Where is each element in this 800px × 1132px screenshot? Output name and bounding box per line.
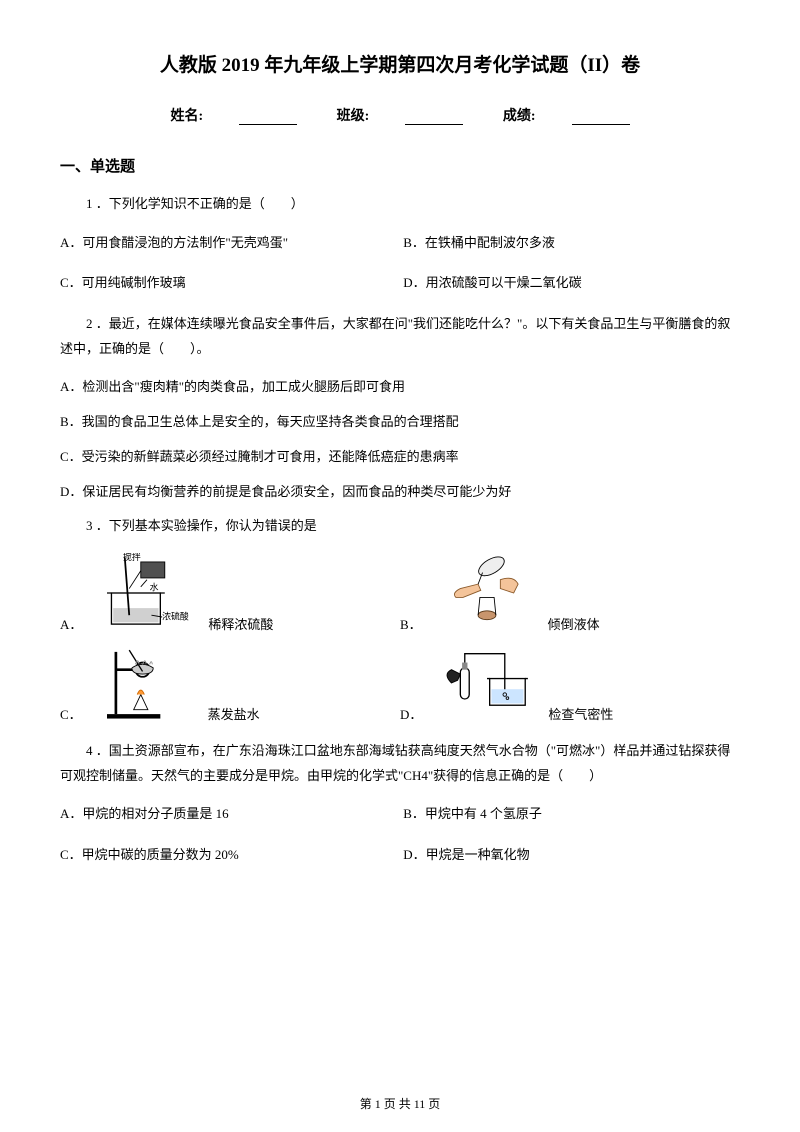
q4-stem: 4 ．国土资源部宣布，在广东沿海珠江口盆地东部海域钻获高纯度天然气水合物（"可燃… bbox=[60, 739, 740, 788]
q4-options-row1: A．甲烷的相对分子质量是 16 B．甲烷中有 4 个氢原子 bbox=[60, 802, 740, 827]
q3-opt-b: B． 倾倒液体 bbox=[400, 553, 700, 633]
q3-c-label: 蒸发盐水 bbox=[208, 704, 260, 723]
acid-label: 浓硫酸 bbox=[163, 611, 190, 622]
score-blank bbox=[572, 111, 630, 125]
q2-stem: 2 ．最近，在媒体连续曝光食品安全事件后，大家都在问"我们还能吃什么？"。以下有… bbox=[60, 312, 740, 361]
student-info: 姓名: 班级: 成绩: bbox=[60, 105, 740, 125]
q3-opt-a: A． 搅拌 水 浓硫酸 稀释浓硫酸 bbox=[60, 553, 360, 633]
class-blank bbox=[405, 111, 463, 125]
water-label: 水 bbox=[150, 581, 159, 592]
q4-options-row2: C．甲烷中碳的质量分数为 20% D．甲烷是一种氧化物 bbox=[60, 843, 740, 868]
name-label: 姓名: bbox=[170, 109, 203, 124]
q3-image-options: A． 搅拌 水 浓硫酸 稀释浓硫酸 B． bbox=[60, 553, 740, 723]
q2-d: D．保证居民有均衡营养的前提是食品必须安全，因而食品的种类尽可能少为好 bbox=[60, 480, 740, 505]
pour-liquid-diagram bbox=[432, 553, 542, 633]
q3-b-label: 倾倒液体 bbox=[548, 614, 600, 633]
q1-c: C．可用纯碱制作玻璃 bbox=[60, 271, 400, 296]
page-title: 人教版 2019 年九年级上学期第四次月考化学试题（II）卷 bbox=[60, 50, 740, 77]
q4-a: A．甲烷的相对分子质量是 16 bbox=[60, 802, 400, 827]
q1-b: B．在铁桶中配制波尔多液 bbox=[403, 231, 555, 256]
score-label: 成绩: bbox=[503, 109, 536, 124]
q3-opt-d: D． 检查气密性 bbox=[400, 643, 700, 723]
dilute-acid-diagram: 搅拌 水 浓硫酸 bbox=[92, 553, 202, 633]
q3-opt-c: C． 蒸发盐水 bbox=[60, 643, 360, 723]
q3-a-label: 稀释浓硫酸 bbox=[208, 614, 273, 633]
q1-stem: 1 ．下列化学知识不正确的是（ ） bbox=[60, 192, 740, 217]
q3-stem: 3 ．下列基本实验操作，你认为错误的是 bbox=[60, 514, 740, 539]
q3-b-letter: B． bbox=[400, 614, 422, 633]
q1-a: A．可用食醋浸泡的方法制作"无壳鸡蛋" bbox=[60, 231, 400, 256]
q3-d-letter: D． bbox=[400, 704, 422, 723]
q2-a: A．检测出含"瘦肉精"的肉类食品，加工成火腿肠后即可食用 bbox=[60, 375, 740, 400]
q1-options-row2: C．可用纯碱制作玻璃 D．用浓硫酸可以干燥二氧化碳 bbox=[60, 271, 740, 296]
airtight-diagram bbox=[432, 643, 542, 723]
q2-b: B．我国的食品卫生总体上是安全的，每天应坚持各类食品的合理搭配 bbox=[60, 410, 740, 435]
class-label: 班级: bbox=[337, 109, 370, 124]
q3-d-label: 检查气密性 bbox=[548, 704, 613, 723]
section-header: 一、单选题 bbox=[60, 155, 740, 176]
q1-d: D．用浓硫酸可以干燥二氧化碳 bbox=[403, 271, 581, 296]
q4-b: B．甲烷中有 4 个氢原子 bbox=[403, 802, 542, 827]
q2-c: C．受污染的新鲜蔬菜必须经过腌制才可食用，还能降低癌症的患病率 bbox=[60, 445, 740, 470]
q1-options-row1: A．可用食醋浸泡的方法制作"无壳鸡蛋" B．在铁桶中配制波尔多液 bbox=[60, 231, 740, 256]
q3-a-letter: A． bbox=[60, 614, 82, 633]
q4-c: C．甲烷中碳的质量分数为 20% bbox=[60, 843, 400, 868]
page-footer: 第 1 页 共 11 页 bbox=[0, 1095, 800, 1112]
stir-label: 搅拌 bbox=[123, 553, 141, 562]
q3-c-letter: C． bbox=[60, 704, 82, 723]
q4-d: D．甲烷是一种氧化物 bbox=[403, 843, 529, 868]
name-blank bbox=[239, 111, 297, 125]
q2-options: A．检测出含"瘦肉精"的肉类食品，加工成火腿肠后即可食用 B．我国的食品卫生总体… bbox=[60, 375, 740, 504]
evaporate-diagram bbox=[92, 643, 202, 723]
